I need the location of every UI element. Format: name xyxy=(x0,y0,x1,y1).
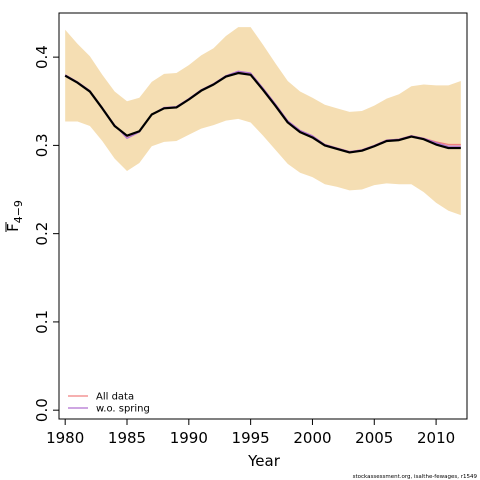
credit-text: stockassessment.org, isalthe-fewages, r1… xyxy=(353,474,478,480)
x-tick-label-1990: 1990 xyxy=(170,429,208,447)
x-axis-title: Year xyxy=(247,452,281,470)
x-tick-label-1985: 1985 xyxy=(108,429,146,447)
confidence-band xyxy=(65,27,461,216)
y-axis-title-subscript: 4−9 xyxy=(12,200,25,223)
plot-frame xyxy=(58,12,468,420)
y-tick-label-3: 0.3 xyxy=(33,133,51,157)
legend-label-0: All data xyxy=(96,392,134,403)
y-tick-label-4: 0.4 xyxy=(33,45,51,69)
x-tick-label-2000: 2000 xyxy=(293,429,331,447)
x-axis: 1980 1985 1990 1995 2000 2005 2010 xyxy=(46,419,455,447)
series-line-estimate xyxy=(64,71,461,154)
y-tick-label-2: 0.2 xyxy=(33,222,51,246)
x-tick-label-1980: 1980 xyxy=(46,429,84,447)
confidence-band-layer xyxy=(65,27,461,216)
y-axis-title-main: F xyxy=(4,223,22,232)
x-tick-label-2010: 2010 xyxy=(417,429,455,447)
legend-label-1: w.o. spring xyxy=(96,404,150,415)
x-tick-label-2005: 2005 xyxy=(355,429,393,447)
svg-text:F4−9: F4−9 xyxy=(4,200,25,232)
y-axis-title: F4−9 xyxy=(4,200,25,232)
y-axis: 0.0 0.1 0.2 0.3 0.4 xyxy=(33,45,59,422)
series-layer xyxy=(64,70,461,154)
y-tick-label-0: 0.0 xyxy=(33,398,51,422)
y-tick-label-1: 0.1 xyxy=(33,310,51,334)
x-tick-label-1995: 1995 xyxy=(232,429,270,447)
